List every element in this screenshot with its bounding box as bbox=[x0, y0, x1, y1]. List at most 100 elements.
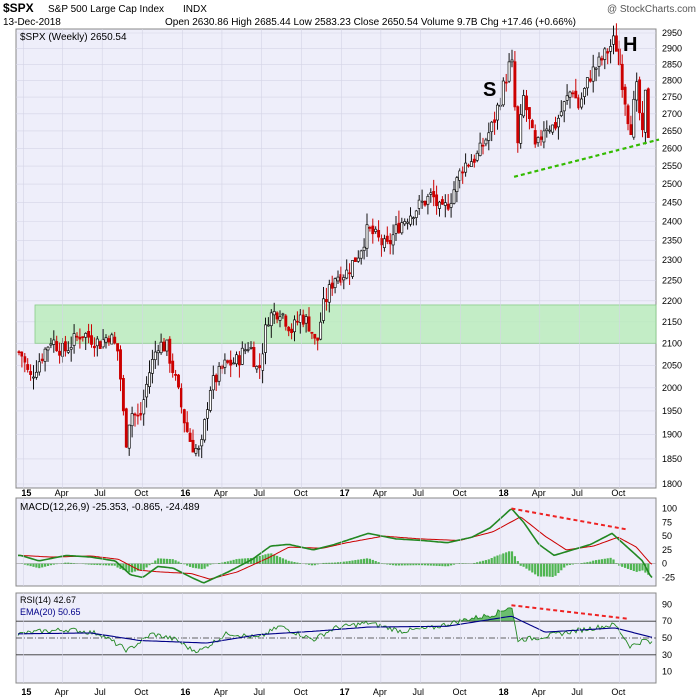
copyright: @ StockCharts.com bbox=[607, 4, 696, 15]
macd-histogram-bar bbox=[580, 563, 583, 564]
candle-body bbox=[565, 95, 569, 101]
candle-body bbox=[339, 274, 343, 283]
price-tick-label: 2950 bbox=[662, 28, 682, 38]
macd-histogram-bar bbox=[131, 563, 134, 573]
macd-histogram-bar bbox=[409, 563, 412, 566]
candle-body bbox=[55, 341, 59, 352]
macd-histogram-bar bbox=[244, 558, 247, 564]
candle-body bbox=[168, 338, 172, 364]
ohlc-readout: Open 2630.86 High 2685.44 Low 2583.23 Cl… bbox=[165, 17, 576, 28]
candle-body bbox=[23, 356, 27, 363]
price-legend: $SPX (Weekly) 2650.54 bbox=[20, 32, 127, 43]
macd-histogram-bar bbox=[148, 563, 151, 566]
candle-body bbox=[580, 98, 584, 108]
candle-body bbox=[182, 409, 186, 424]
x-tick-label: 18 bbox=[499, 488, 509, 498]
macd-histogram-bar bbox=[487, 559, 490, 564]
macd-histogram-bar bbox=[235, 559, 238, 564]
macd-histogram-bar bbox=[218, 563, 221, 564]
macd-histogram-bar bbox=[128, 563, 131, 573]
macd-histogram-bar bbox=[180, 562, 183, 564]
candle-body bbox=[81, 336, 85, 338]
high-value: 2685.44 bbox=[255, 17, 292, 28]
candle-body bbox=[113, 336, 117, 344]
candle-body bbox=[429, 192, 433, 195]
candle-body bbox=[130, 413, 134, 427]
x-tick-label: Jul bbox=[412, 687, 424, 697]
candle-body bbox=[75, 335, 79, 338]
candle-body bbox=[635, 81, 639, 101]
candle-body bbox=[556, 117, 560, 128]
candle-body bbox=[226, 360, 230, 363]
macd-histogram-bar bbox=[548, 563, 551, 577]
macd-histogram-bar bbox=[209, 563, 212, 565]
candle-body bbox=[136, 414, 140, 417]
candle-body bbox=[423, 200, 427, 206]
macd-histogram-bar bbox=[426, 563, 429, 566]
price-tick-label: 1850 bbox=[662, 454, 682, 464]
macd-histogram-bar bbox=[154, 560, 157, 564]
chg-label: Chg bbox=[480, 17, 498, 28]
macd-histogram-bar bbox=[191, 563, 195, 568]
macd-histogram-bar bbox=[197, 563, 200, 569]
macd-legend-values: -25.353, -0.865, -24.489 bbox=[92, 502, 200, 513]
candle-body bbox=[298, 314, 302, 323]
macd-histogram-bar bbox=[165, 558, 168, 564]
macd-histogram-bar bbox=[635, 563, 638, 572]
candle-body bbox=[643, 89, 647, 133]
candle-body bbox=[26, 364, 30, 370]
candle-body bbox=[240, 347, 244, 365]
x-tick-label: Jul bbox=[412, 488, 424, 498]
macd-histogram-bar bbox=[342, 561, 345, 564]
candle-body bbox=[266, 324, 270, 327]
candle-body bbox=[194, 448, 198, 454]
x-tick-label: 17 bbox=[340, 687, 350, 697]
candle-body bbox=[104, 337, 108, 343]
candle-body bbox=[467, 164, 470, 167]
x-tick-label: Apr bbox=[214, 488, 228, 498]
x-tick-label: Jul bbox=[94, 488, 106, 498]
low-value: 2583.23 bbox=[315, 17, 352, 28]
macd-histogram-bar bbox=[177, 561, 180, 564]
candle-body bbox=[177, 374, 180, 388]
macd-histogram-bar bbox=[522, 563, 525, 567]
candle-body bbox=[72, 333, 76, 346]
macd-histogram-bar bbox=[142, 563, 145, 570]
macd-histogram-bar bbox=[52, 563, 55, 565]
x-tick-label: 16 bbox=[180, 687, 190, 697]
high-label: High bbox=[231, 17, 252, 28]
candle-body bbox=[58, 350, 62, 356]
index-name: S&P 500 Large Cap Index bbox=[48, 4, 164, 15]
macd-histogram-bar bbox=[597, 559, 601, 564]
macd-histogram-bar bbox=[171, 559, 174, 564]
candle-body bbox=[159, 341, 163, 354]
macd-histogram-bar bbox=[287, 560, 290, 564]
candle-body bbox=[571, 92, 575, 95]
candle-body bbox=[591, 66, 595, 82]
macd-histogram-bar bbox=[406, 563, 409, 566]
annotation-s: S bbox=[483, 79, 496, 101]
close-label: Close bbox=[354, 17, 380, 28]
candle-body bbox=[124, 408, 128, 448]
candle-body bbox=[316, 337, 320, 341]
macd-histogram-bar bbox=[484, 560, 487, 564]
candle-body bbox=[66, 350, 70, 353]
macd-histogram-bar bbox=[479, 561, 482, 564]
candle-body bbox=[577, 97, 581, 109]
candle-body bbox=[264, 324, 267, 353]
price-tick-label: 2100 bbox=[662, 338, 682, 348]
macd-histogram-bar bbox=[313, 563, 316, 566]
macd-histogram-bar bbox=[44, 563, 47, 567]
symbol: $SPX bbox=[3, 1, 34, 15]
candle-body bbox=[333, 278, 337, 288]
candle-body bbox=[206, 409, 209, 419]
price-tick-label: 2850 bbox=[662, 59, 682, 69]
candle-body bbox=[269, 312, 273, 327]
macd-histogram-bar bbox=[458, 563, 461, 564]
macd-histogram-bar bbox=[392, 563, 395, 566]
candle-body bbox=[153, 351, 157, 361]
candle-body bbox=[232, 362, 236, 365]
candle-body bbox=[95, 338, 99, 347]
x-tick-label: Oct bbox=[294, 687, 309, 697]
macd-histogram-bar bbox=[531, 563, 534, 573]
